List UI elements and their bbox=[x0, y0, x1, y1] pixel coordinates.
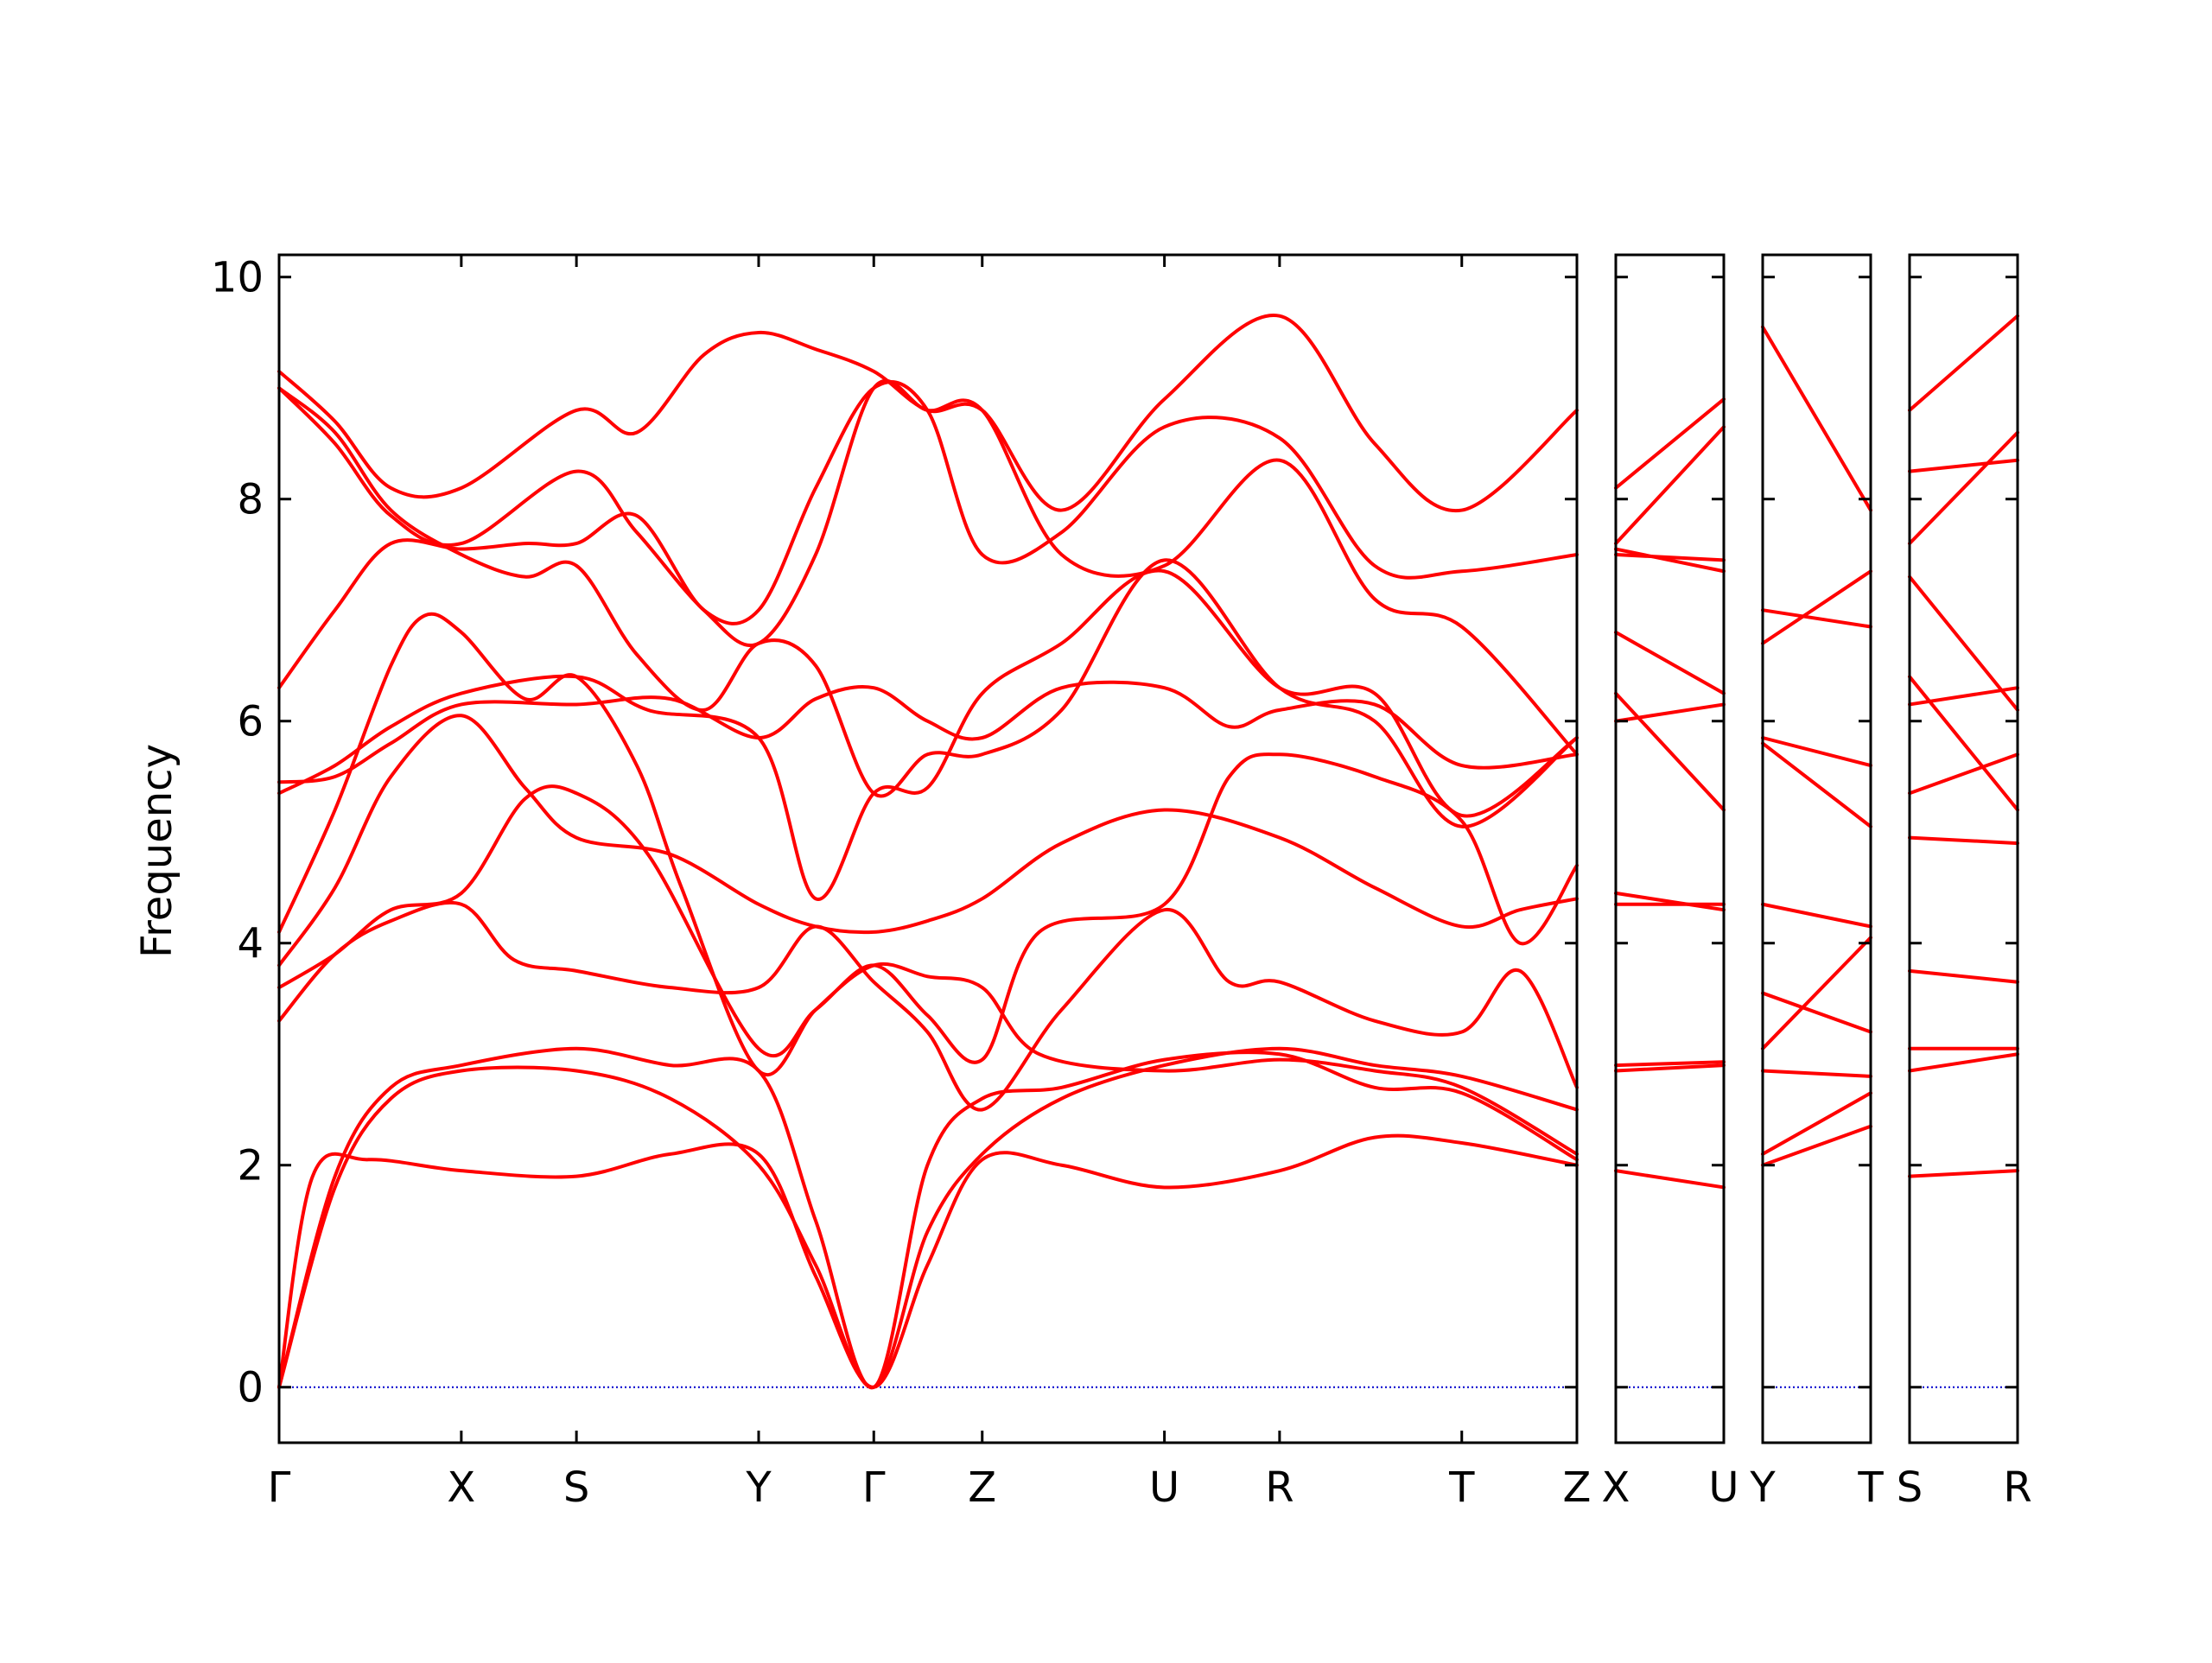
band-line bbox=[1614, 1060, 1726, 1068]
band-line bbox=[1761, 736, 1872, 768]
band-line bbox=[1761, 608, 1872, 629]
band-line bbox=[277, 612, 1579, 1156]
band-line bbox=[1908, 574, 2019, 712]
band-line bbox=[1614, 547, 1726, 574]
x-tick-label: T bbox=[1448, 1463, 1475, 1512]
band-line bbox=[1614, 397, 1726, 490]
y-tick-label: 0 bbox=[237, 1364, 264, 1412]
band-line bbox=[1614, 552, 1726, 562]
x-tick-label: Γ bbox=[268, 1463, 291, 1512]
band-line bbox=[1761, 902, 1872, 929]
x-tick-label: X bbox=[1602, 1463, 1630, 1512]
panel-frame bbox=[277, 253, 1579, 1444]
x-tick-label: U bbox=[1708, 1463, 1738, 1512]
x-tick-label: Y bbox=[745, 1463, 772, 1512]
band-line bbox=[277, 680, 1579, 784]
band-line bbox=[1614, 630, 1726, 695]
panel-frame bbox=[1908, 253, 2019, 1444]
x-tick-label: Z bbox=[1563, 1463, 1592, 1512]
band-line bbox=[1761, 569, 1872, 645]
panel-frame bbox=[1614, 253, 1726, 1444]
band-line bbox=[1908, 835, 2019, 846]
band-line bbox=[1761, 1091, 1872, 1156]
band-line bbox=[1761, 325, 1872, 512]
band-lines bbox=[277, 313, 2019, 1390]
band-line bbox=[277, 714, 1579, 968]
band-line bbox=[1761, 936, 1872, 1050]
band-line bbox=[1908, 752, 2019, 796]
x-tick-label: R bbox=[1265, 1463, 1294, 1512]
panel-frame bbox=[1761, 253, 1872, 1444]
band-line bbox=[1761, 1069, 1872, 1078]
band-line bbox=[277, 900, 1579, 1112]
band-line bbox=[277, 568, 1579, 901]
band-line bbox=[277, 752, 1579, 1064]
band-line bbox=[1908, 458, 2019, 473]
band-line bbox=[1614, 1169, 1726, 1190]
band-line bbox=[277, 1046, 1579, 1390]
band-line bbox=[1761, 741, 1872, 828]
y-tick-label: 4 bbox=[237, 920, 264, 968]
band-line bbox=[1908, 1052, 2019, 1073]
band-line bbox=[1614, 702, 1726, 723]
band-line bbox=[1908, 686, 2019, 707]
band-line bbox=[1614, 425, 1726, 546]
x-tick-label: Z bbox=[968, 1463, 996, 1512]
band-line bbox=[1761, 1124, 1872, 1167]
x-tick-label: Y bbox=[1749, 1463, 1776, 1512]
band-line bbox=[1614, 1063, 1726, 1073]
x-tick-label: S bbox=[563, 1463, 589, 1512]
band-line bbox=[1908, 314, 2019, 412]
band-line bbox=[277, 386, 1579, 828]
y-axis-label: Frequency bbox=[133, 744, 181, 958]
band-line bbox=[1908, 1169, 2019, 1178]
x-tick-label: T bbox=[1857, 1463, 1884, 1512]
band-line bbox=[1908, 430, 2019, 546]
band-line bbox=[1908, 675, 2019, 812]
x-tick-label: X bbox=[447, 1463, 475, 1512]
x-tick-label: S bbox=[1897, 1463, 1923, 1512]
band-line bbox=[1908, 968, 2019, 984]
band-line bbox=[277, 380, 1579, 690]
band-line bbox=[277, 378, 1579, 757]
x-tick-label: Γ bbox=[862, 1463, 886, 1512]
band-line bbox=[1614, 691, 1726, 812]
y-tick-label: 2 bbox=[237, 1142, 264, 1190]
y-tick-label: 8 bbox=[237, 476, 264, 524]
band-line bbox=[277, 1046, 1579, 1389]
band-line bbox=[277, 1133, 1579, 1389]
y-tick-label: 10 bbox=[211, 254, 264, 302]
y-tick-label: 6 bbox=[237, 698, 264, 746]
x-tick-label: R bbox=[2003, 1463, 2031, 1512]
panel-frames bbox=[277, 253, 2019, 1444]
band-line bbox=[1614, 891, 1726, 912]
band-line bbox=[1761, 991, 1872, 1034]
x-tick-label: U bbox=[1149, 1463, 1179, 1512]
